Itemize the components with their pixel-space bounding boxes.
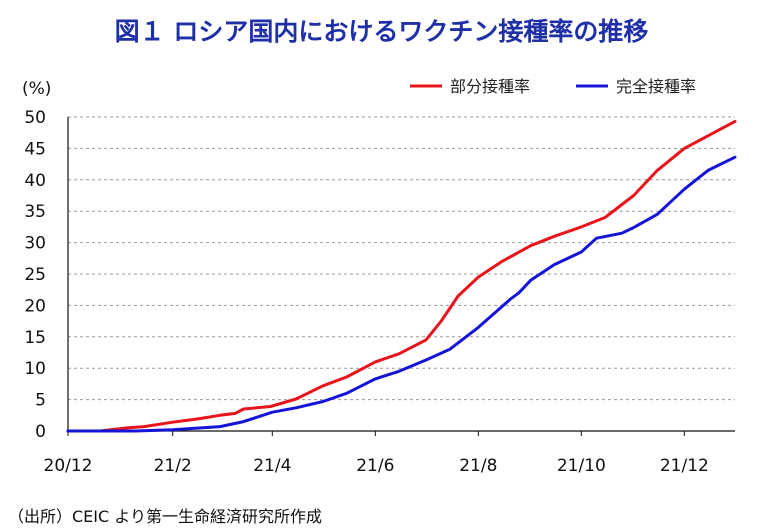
y-tick-label: 20 bbox=[24, 296, 46, 316]
series-line-partial bbox=[66, 119, 737, 433]
series-line-full bbox=[66, 155, 737, 433]
x-tick-label: 21/6 bbox=[356, 456, 394, 476]
x-tick-label: 21/10 bbox=[557, 456, 606, 476]
y-tick-label: 35 bbox=[24, 202, 46, 222]
source-note: （出所）CEIC より第一生命経済研究所作成 bbox=[8, 507, 322, 526]
y-tick-label: 0 bbox=[35, 422, 46, 442]
y-axis-unit-label: (%) bbox=[22, 79, 51, 99]
x-tick-label: 21/2 bbox=[154, 456, 192, 476]
x-tick-label: 21/12 bbox=[660, 456, 709, 476]
x-tick-label: 20/12 bbox=[44, 456, 93, 476]
y-tick-label: 50 bbox=[24, 108, 46, 128]
y-tick-label: 10 bbox=[24, 359, 46, 379]
y-tick-label: 40 bbox=[24, 171, 46, 191]
y-tick-label: 45 bbox=[24, 139, 46, 159]
y-tick-label: 5 bbox=[35, 391, 46, 411]
legend-label: 部分接種率 bbox=[450, 77, 530, 96]
y-tick-label: 30 bbox=[24, 234, 46, 254]
y-tick-label: 15 bbox=[24, 328, 46, 348]
chart-title: 図１ ロシア国内におけるワクチン接種率の推移 bbox=[114, 17, 649, 46]
y-tick-label: 25 bbox=[24, 265, 46, 285]
x-tick-label: 21/8 bbox=[459, 456, 497, 476]
x-tick-label: 21/4 bbox=[253, 456, 291, 476]
legend-label: 完全接種率 bbox=[616, 77, 696, 96]
